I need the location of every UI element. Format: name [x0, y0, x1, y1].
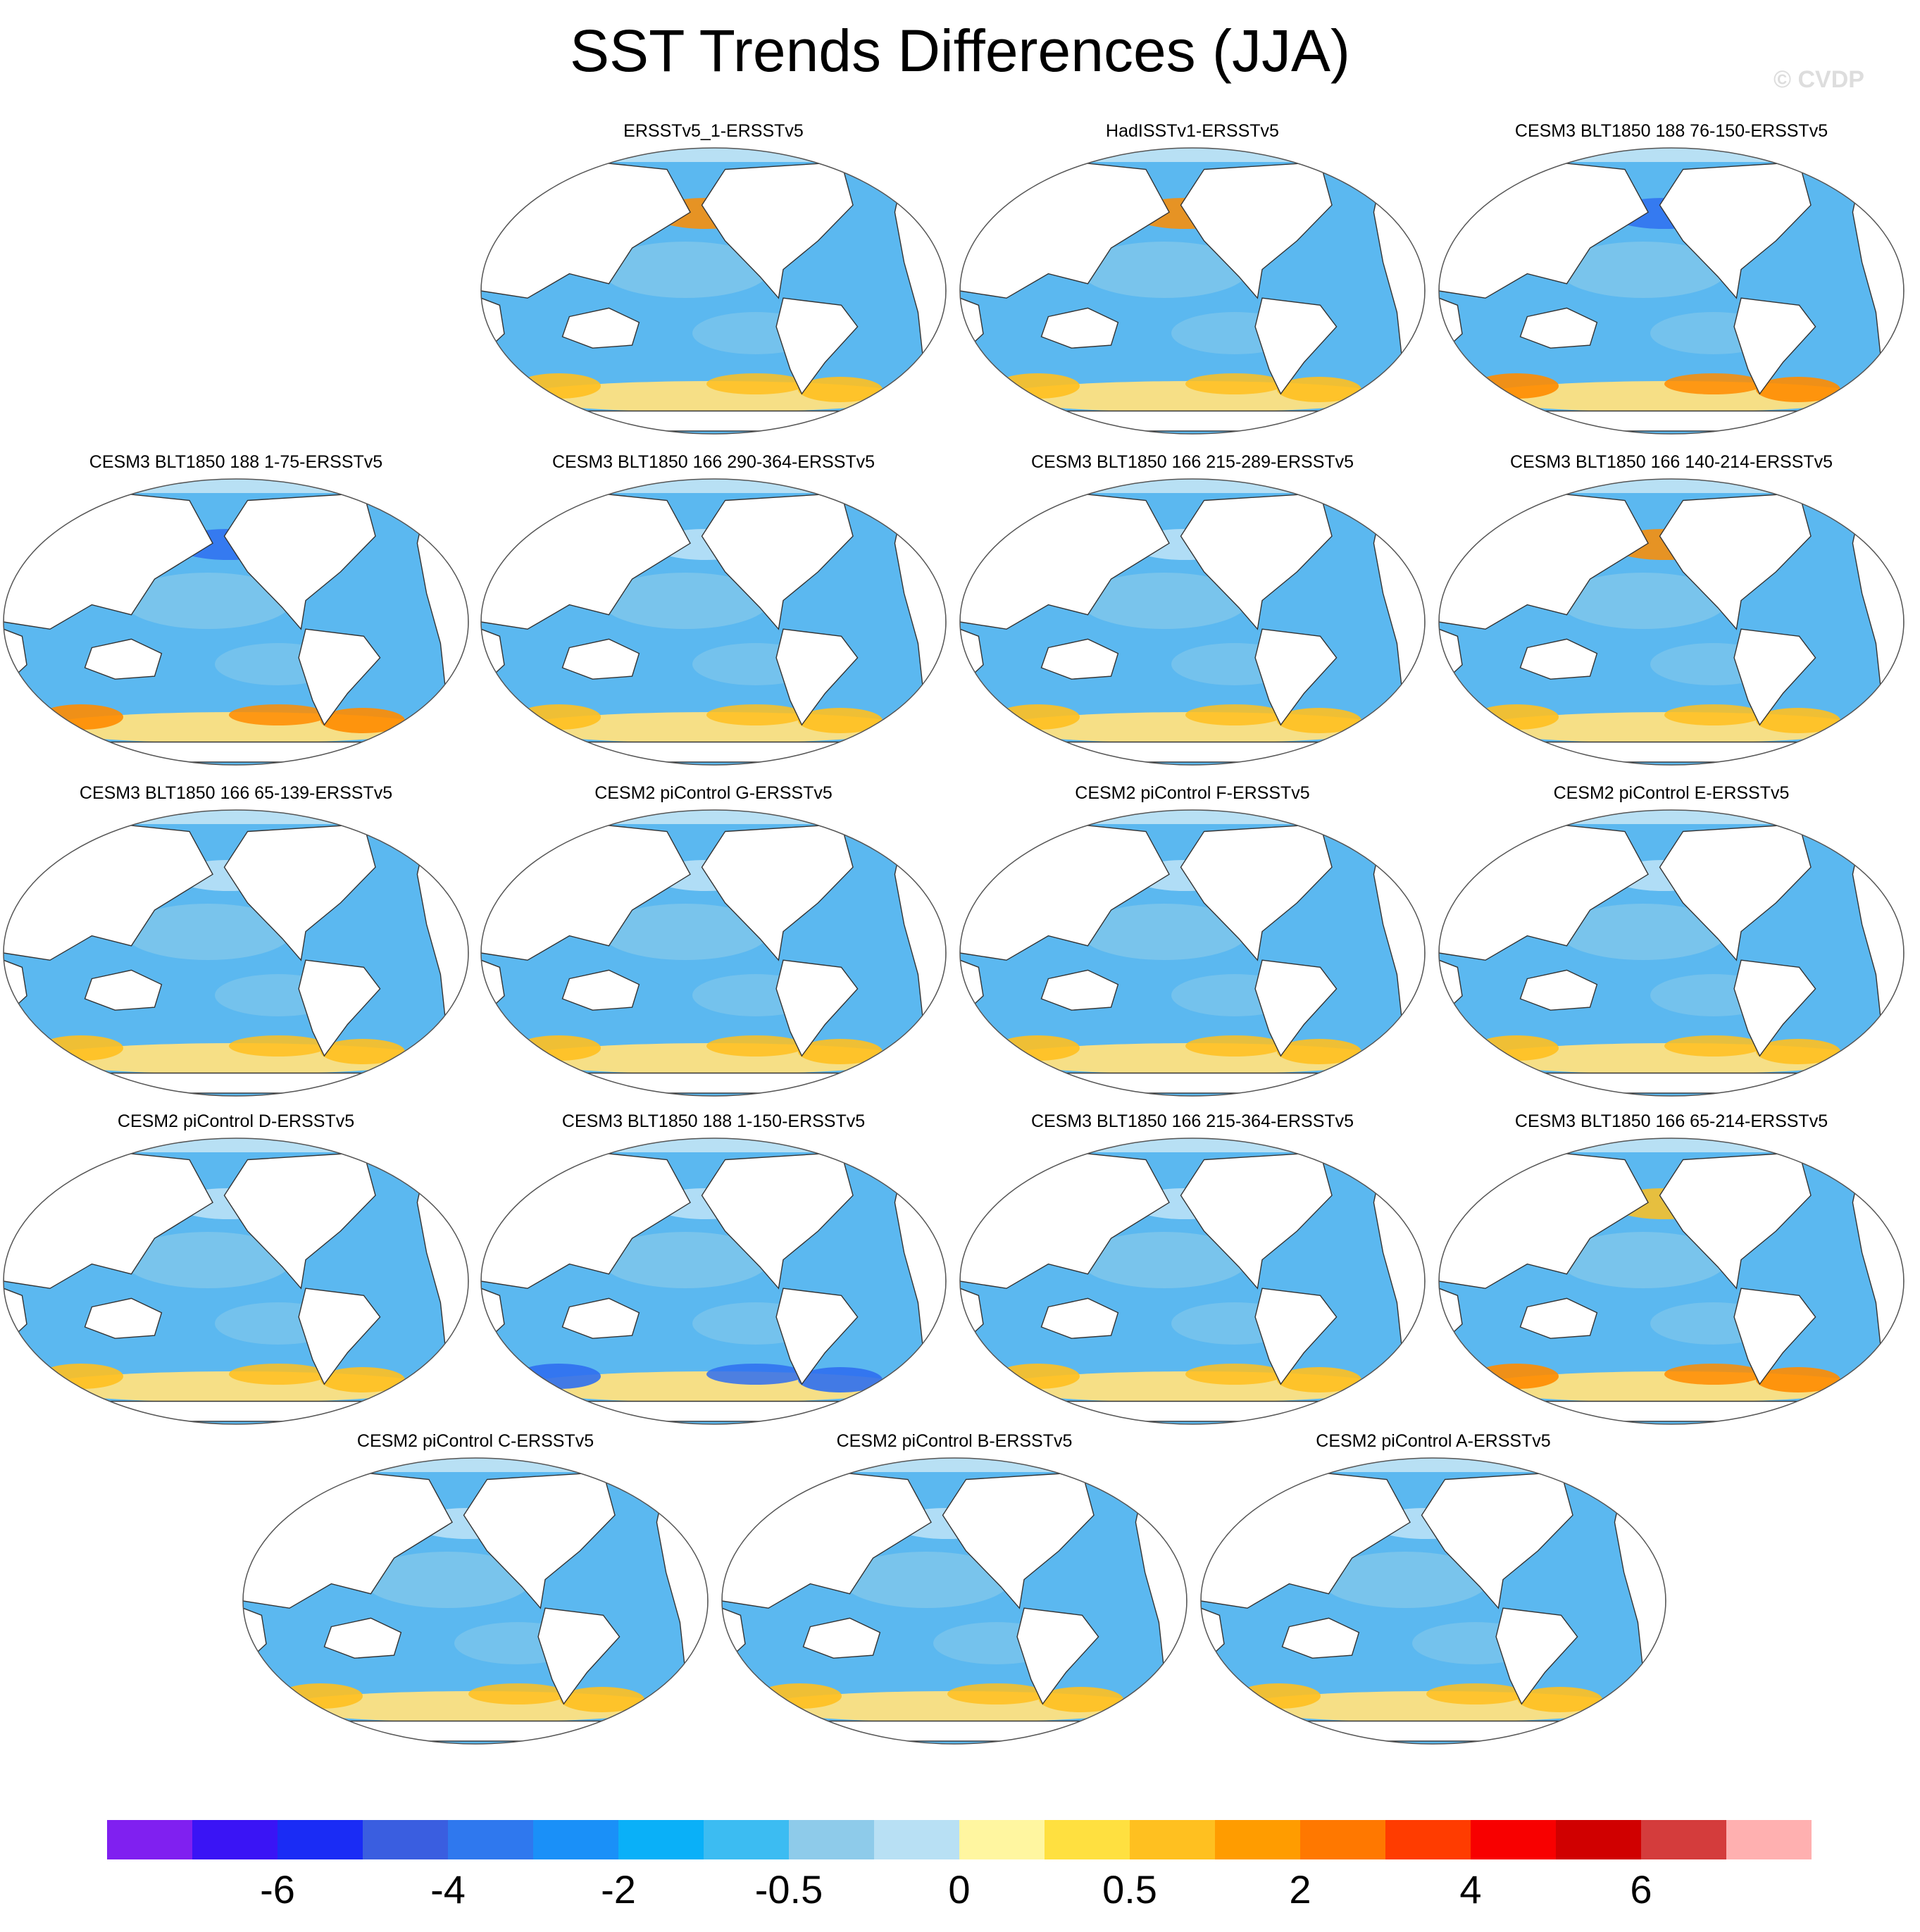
colorbar-tick-label: 2: [1289, 1867, 1311, 1912]
map-panel: CESM3 BLT1850 166 65-214-ERSSTv5: [1435, 1110, 1907, 1434]
colorbar-segment: [448, 1820, 534, 1859]
colorbar-tick-label: 0.5: [1102, 1867, 1157, 1912]
watermark: © CVDP: [1773, 66, 1864, 93]
map-panel: CESM2 piControl C-ERSSTv5: [239, 1430, 711, 1754]
sst-difference-map: [1438, 1138, 1905, 1425]
colorbar-segment: [107, 1820, 193, 1859]
sst-difference-map: [959, 147, 1426, 435]
map-panel: CESM3 BLT1850 188 1-150-ERSSTv5: [478, 1110, 949, 1434]
map-panel-title: CESM3 BLT1850 188 1-150-ERSSTv5: [561, 1111, 866, 1131]
map-panel: CESM2 piControl G-ERSSTv5: [478, 782, 949, 1106]
map-panel: CESM3 BLT1850 188 76-150-ERSSTv5: [1435, 120, 1907, 444]
sst-difference-map: [1438, 809, 1905, 1097]
sst-difference-map: [242, 1457, 709, 1745]
map-panel-title: CESM3 BLT1850 188 1-75-ERSSTv5: [89, 452, 383, 472]
sst-difference-map: [959, 809, 1426, 1097]
sst-difference-map: [480, 147, 947, 435]
map-panel-title: CESM2 piControl C-ERSSTv5: [356, 1431, 594, 1451]
map-panel: CESM3 BLT1850 166 65-139-ERSSTv5: [0, 782, 472, 1106]
colorbar-segment: [789, 1820, 875, 1859]
sst-difference-map: [959, 1138, 1426, 1425]
map-panel: CESM3 BLT1850 166 215-364-ERSSTv5: [956, 1110, 1428, 1434]
map-panel-title: CESM2 piControl E-ERSSTv5: [1553, 783, 1790, 803]
sst-difference-map: [480, 1138, 947, 1425]
map-panel: ERSSTv5_1-ERSSTv5: [478, 120, 949, 444]
colorbar-tick-label: -4: [430, 1867, 466, 1912]
colorbar-tick-label: -6: [260, 1867, 295, 1912]
map-panel-title: CESM3 BLT1850 166 290-364-ERSSTv5: [551, 452, 875, 472]
map-panel-title: CESM2 piControl F-ERSSTv5: [1075, 783, 1310, 803]
sst-difference-map: [1200, 1457, 1666, 1745]
map-panel: CESM3 BLT1850 166 140-214-ERSSTv5: [1435, 451, 1907, 775]
page-title: SST Trends Differences (JJA): [570, 18, 1350, 84]
map-panel-title: CESM3 BLT1850 166 215-364-ERSSTv5: [1030, 1111, 1354, 1131]
sst-difference-map: [721, 1457, 1187, 1745]
colorbar-segment: [1215, 1820, 1301, 1859]
colorbar-tick-label: -2: [601, 1867, 636, 1912]
sst-difference-map: [1438, 478, 1905, 766]
map-panel-title: CESM3 BLT1850 166 215-289-ERSSTv5: [1030, 452, 1354, 472]
sst-difference-map: [3, 809, 469, 1097]
map-panel-title: CESM2 piControl D-ERSSTv5: [117, 1111, 355, 1131]
colorbar-segment: [1045, 1820, 1130, 1859]
colorbar-labels: -6 -4 -2 -0.5 0 0.5 2 4 6: [0, 1865, 1920, 1921]
colorbar-segment: [704, 1820, 790, 1859]
map-panel: CESM3 BLT1850 188 1-75-ERSSTv5: [0, 451, 472, 775]
sst-difference-map: [1438, 147, 1905, 435]
colorbar-segment: [1471, 1820, 1557, 1859]
map-panel: CESM2 piControl B-ERSSTv5: [718, 1430, 1190, 1754]
colorbar-segment: [1641, 1820, 1727, 1859]
map-panel: CESM3 BLT1850 166 290-364-ERSSTv5: [478, 451, 949, 775]
colorbar-segment: [1556, 1820, 1642, 1859]
colorbar-segment: [618, 1820, 704, 1859]
colorbar-segment: [533, 1820, 619, 1859]
map-panel-title: CESM3 BLT1850 166 65-214-ERSSTv5: [1514, 1111, 1828, 1131]
map-panel-title: CESM2 piControl A-ERSSTv5: [1316, 1431, 1551, 1451]
map-panel-title: CESM3 BLT1850 166 140-214-ERSSTv5: [1509, 452, 1833, 472]
map-panel-title: HadISSTv1-ERSSTv5: [1106, 121, 1279, 141]
colorbar-segment: [959, 1820, 1045, 1859]
map-panel-title: CESM3 BLT1850 166 65-139-ERSSTv5: [79, 783, 393, 803]
colorbar-segment: [1385, 1820, 1471, 1859]
map-panel: CESM2 piControl A-ERSSTv5: [1197, 1430, 1669, 1754]
colorbar: [107, 1820, 1812, 1859]
colorbar-tick-label: 4: [1459, 1867, 1482, 1912]
sst-difference-map: [959, 478, 1426, 766]
map-panel: HadISSTv1-ERSSTv5: [956, 120, 1428, 444]
map-panel-title: CESM2 piControl B-ERSSTv5: [836, 1431, 1073, 1451]
map-panel: CESM2 piControl E-ERSSTv5: [1435, 782, 1907, 1106]
map-panel: CESM3 BLT1850 166 215-289-ERSSTv5: [956, 451, 1428, 775]
colorbar-segment: [874, 1820, 960, 1859]
colorbar-tick-label: 6: [1630, 1867, 1652, 1912]
colorbar-segment: [1726, 1820, 1812, 1859]
sst-difference-map: [480, 809, 947, 1097]
colorbar-segment: [363, 1820, 449, 1859]
map-panel-title: CESM3 BLT1850 188 76-150-ERSSTv5: [1514, 121, 1828, 141]
colorbar-tick-label: -0.5: [754, 1867, 823, 1912]
colorbar-segment: [1130, 1820, 1216, 1859]
map-panel: CESM2 piControl F-ERSSTv5: [956, 782, 1428, 1106]
map-panel-title: ERSSTv5_1-ERSSTv5: [623, 121, 804, 141]
map-panel-title: CESM2 piControl G-ERSSTv5: [594, 783, 833, 803]
colorbar-tick-label: 0: [948, 1867, 971, 1912]
sst-difference-map: [3, 478, 469, 766]
colorbar-segment: [192, 1820, 278, 1859]
colorbar-segment: [1300, 1820, 1386, 1859]
sst-difference-map: [3, 1138, 469, 1425]
sst-difference-map: [480, 478, 947, 766]
colorbar-segment: [278, 1820, 363, 1859]
map-panel: CESM2 piControl D-ERSSTv5: [0, 1110, 472, 1434]
